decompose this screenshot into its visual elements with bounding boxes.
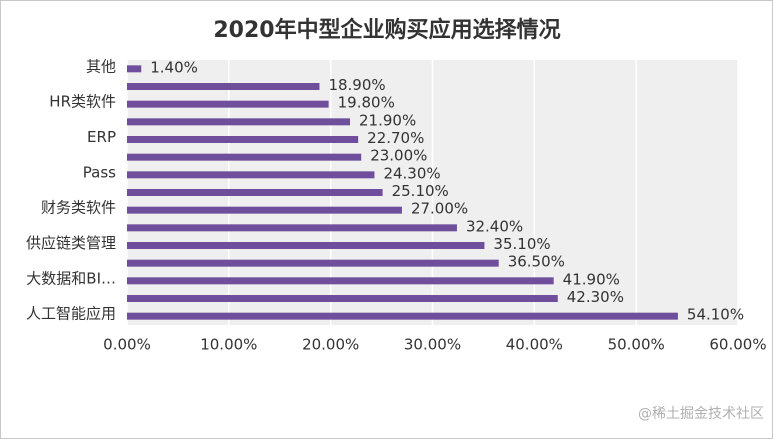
value-label: 21.90% — [359, 111, 416, 129]
bar — [127, 206, 402, 214]
x-tick-label: 60.00% — [709, 336, 766, 354]
value-label: 41.90% — [563, 270, 620, 288]
bar — [127, 295, 558, 302]
watermark: @稀土掘金技术社区 — [638, 406, 764, 422]
bar — [127, 100, 329, 108]
bar — [127, 224, 457, 232]
bar — [127, 189, 383, 196]
value-label: 22.70% — [367, 129, 424, 147]
bar — [127, 277, 554, 285]
y-tick-label: 人工智能应用 — [26, 305, 116, 323]
value-label: 1.40% — [150, 58, 198, 76]
y-tick-label: HR类软件 — [49, 93, 116, 111]
bar — [127, 65, 142, 73]
bar — [127, 312, 678, 320]
value-label: 35.10% — [493, 235, 550, 253]
bar — [127, 171, 375, 179]
y-tick-label: ERP — [87, 128, 116, 146]
x-tick-label: 50.00% — [608, 336, 665, 354]
value-label: 24.30% — [383, 164, 440, 182]
x-tick-label: 20.00% — [302, 336, 359, 354]
bar — [127, 83, 320, 90]
value-label: 32.40% — [466, 217, 523, 235]
value-label: 19.80% — [338, 94, 395, 112]
value-label: 25.10% — [392, 182, 449, 200]
value-label: 42.30% — [567, 288, 624, 306]
y-tick-label: 供应链类管理 — [26, 234, 116, 252]
x-tick-label: 0.00% — [103, 336, 151, 354]
bar — [127, 259, 499, 267]
y-tick-label: 大数据和BI… — [26, 269, 116, 287]
chart-title: 2020年中型企业购买应用选择情况 — [213, 17, 560, 43]
bar — [127, 136, 359, 143]
bar — [127, 242, 485, 249]
bar — [127, 118, 351, 126]
x-tick-label: 10.00% — [200, 336, 257, 354]
y-tick-label: Pass — [83, 163, 116, 181]
value-label: 18.90% — [328, 76, 385, 94]
y-tick-label: 财务类软件 — [41, 199, 116, 217]
value-label: 27.00% — [411, 200, 468, 218]
x-tick-label: 30.00% — [404, 336, 461, 354]
value-label: 36.50% — [508, 253, 565, 271]
bar — [127, 153, 362, 161]
value-label: 23.00% — [370, 147, 427, 165]
y-tick-label: 其他 — [86, 57, 116, 75]
x-tick-label: 40.00% — [506, 336, 563, 354]
value-label: 54.10% — [687, 306, 744, 324]
